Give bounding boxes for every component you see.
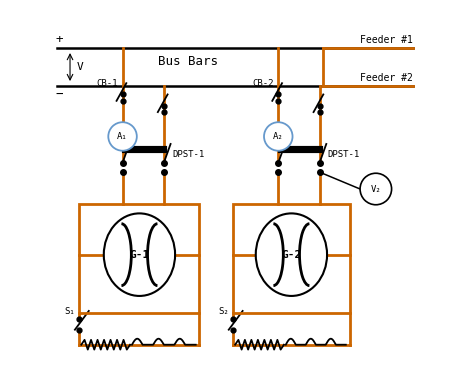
Text: CB-1: CB-1 — [97, 79, 118, 88]
Text: G-2: G-2 — [281, 249, 301, 260]
Text: CB-2: CB-2 — [252, 79, 274, 88]
Circle shape — [360, 173, 392, 205]
Text: Feeder #2: Feeder #2 — [361, 73, 413, 83]
Text: S₁: S₁ — [64, 307, 75, 316]
Text: DPST-1: DPST-1 — [172, 150, 204, 159]
Text: DPST-1: DPST-1 — [328, 150, 360, 159]
Ellipse shape — [256, 214, 327, 296]
Text: G-1: G-1 — [129, 249, 150, 260]
Text: S₂: S₂ — [218, 307, 229, 316]
Circle shape — [264, 122, 292, 151]
Text: Feeder #1: Feeder #1 — [361, 35, 413, 45]
Text: +: + — [55, 33, 63, 46]
Text: Bus Bars: Bus Bars — [158, 55, 218, 68]
Text: V₂: V₂ — [371, 184, 381, 194]
Text: −: − — [55, 88, 63, 101]
Ellipse shape — [104, 214, 175, 296]
Circle shape — [108, 122, 137, 151]
Text: A₁: A₁ — [117, 132, 128, 141]
Text: A₂: A₂ — [273, 132, 283, 141]
Text: V: V — [76, 62, 83, 72]
